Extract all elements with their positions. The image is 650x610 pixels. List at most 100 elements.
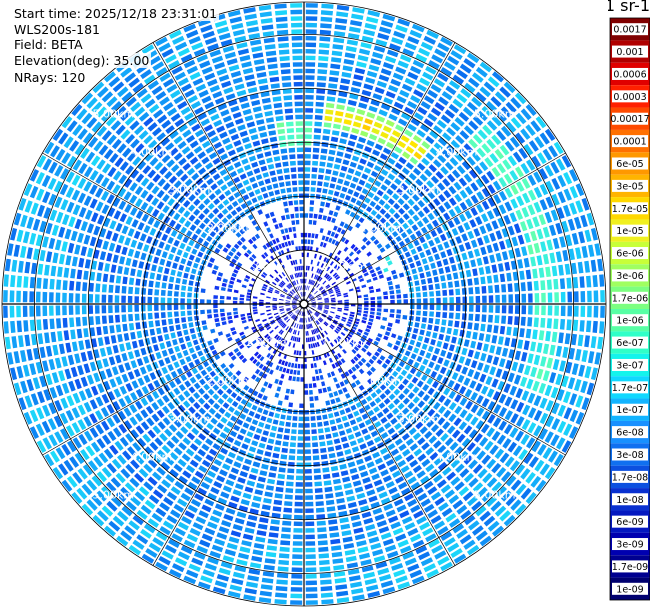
azimuth-spoke <box>303 303 566 456</box>
range-bin <box>85 445 96 457</box>
range-bin <box>452 429 461 439</box>
range-bin <box>425 135 435 145</box>
range-bin <box>271 143 279 149</box>
range-bin <box>387 550 399 559</box>
range-bin <box>286 307 291 310</box>
range-bin <box>264 322 269 327</box>
range-bin <box>330 425 337 432</box>
range-bin <box>416 304 422 310</box>
range-bin <box>534 136 545 149</box>
range-bin <box>67 155 77 168</box>
range-bin <box>157 212 165 221</box>
range-bin <box>379 217 387 224</box>
range-bin <box>274 261 279 266</box>
range-bin <box>48 434 58 447</box>
range-bin <box>113 170 122 181</box>
range-bin <box>249 176 256 183</box>
range-bin <box>167 347 174 355</box>
range-bin <box>221 321 227 326</box>
range-bin <box>174 557 188 567</box>
range-bin <box>442 312 448 319</box>
ray <box>310 18 411 285</box>
range-bin <box>278 42 289 49</box>
range-bin <box>448 103 460 114</box>
range-bin <box>592 320 598 333</box>
range-bin <box>305 501 314 507</box>
range-bin <box>254 261 259 266</box>
range-bin <box>400 545 412 554</box>
range-bin <box>329 269 334 274</box>
range-bin <box>113 210 122 220</box>
range-bin <box>159 72 171 82</box>
ray <box>18 304 303 411</box>
range-bin <box>180 343 187 350</box>
ray <box>311 274 605 304</box>
range-bin <box>528 456 539 468</box>
range-bin <box>80 449 90 461</box>
range-bin <box>258 421 265 428</box>
range-bin <box>291 429 297 434</box>
range-bin <box>266 227 272 233</box>
range-bin <box>480 276 486 285</box>
ray <box>155 36 304 304</box>
range-bin <box>296 134 303 139</box>
range-bin <box>329 261 334 266</box>
range-bin <box>149 328 156 336</box>
range-bin <box>183 189 192 198</box>
range-bin <box>361 413 369 420</box>
range-bin <box>180 545 193 555</box>
range-bin <box>198 465 208 473</box>
range-bin <box>451 227 459 236</box>
range-bin <box>512 445 523 457</box>
range-bin <box>72 472 83 484</box>
range-bin <box>501 228 509 238</box>
range-bin <box>437 357 444 365</box>
range-bin <box>77 404 86 416</box>
range-bin <box>440 349 447 357</box>
range-bin <box>336 590 349 597</box>
range-bin <box>153 220 161 229</box>
range-bin <box>246 521 256 528</box>
range-bin <box>449 157 459 167</box>
range-bin <box>328 189 334 195</box>
range-bin <box>281 215 286 221</box>
range-bin <box>257 407 263 414</box>
range-bin <box>427 324 433 331</box>
ray <box>311 304 605 334</box>
range-bin <box>210 183 218 191</box>
range-bin <box>356 249 362 255</box>
range-bin <box>523 257 530 268</box>
range-bin <box>243 7 256 14</box>
range-bin <box>35 423 45 436</box>
range-bin <box>496 130 507 141</box>
range-bin <box>358 102 368 109</box>
range-bin <box>466 156 476 166</box>
range-bin <box>306 265 308 271</box>
range-bin <box>539 463 550 476</box>
colorbar-tick-label: 1.7e-06 <box>612 293 648 304</box>
range-bin <box>393 101 404 110</box>
range-bin <box>534 293 540 303</box>
range-bin <box>259 517 269 524</box>
range-bin <box>32 218 41 231</box>
range-bin <box>260 584 273 590</box>
range-bin <box>200 481 210 490</box>
range-bin <box>241 357 248 364</box>
range-bin <box>323 420 329 426</box>
range-bin <box>577 334 584 347</box>
range-bin <box>18 197 27 211</box>
range-bin <box>349 467 358 474</box>
range-bin <box>421 317 427 323</box>
range-bin <box>157 149 167 159</box>
range-bin <box>427 387 435 396</box>
range-bin <box>441 149 451 159</box>
range-bin <box>180 426 189 435</box>
range-bin <box>188 563 201 572</box>
range-bin <box>332 432 339 438</box>
range-bin <box>264 423 271 430</box>
range-bin <box>360 244 367 251</box>
colorbar-frame <box>609 17 650 601</box>
range-bin <box>515 388 524 399</box>
range-bin <box>285 255 290 260</box>
range-bin <box>278 222 283 228</box>
